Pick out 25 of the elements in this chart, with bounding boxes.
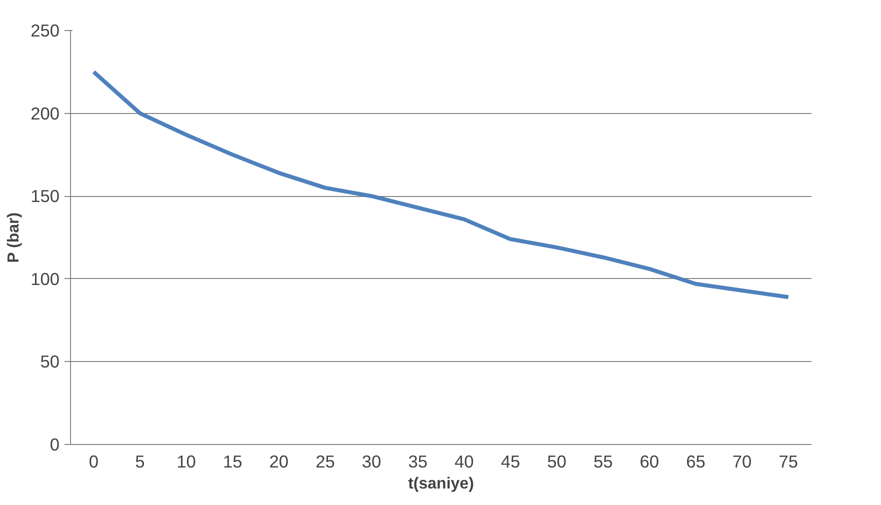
x-tick-label: 35 — [408, 452, 428, 472]
y-tick-label: 0 — [50, 434, 60, 454]
y-axis-title: P (bar) — [6, 212, 23, 263]
x-tick-label: 50 — [547, 452, 566, 472]
y-tick-label: 150 — [30, 186, 60, 206]
x-tick-label: 65 — [686, 452, 706, 472]
x-tick-label: 0 — [88, 452, 98, 472]
x-tick-label: 20 — [269, 452, 289, 472]
line-series — [92, 70, 790, 300]
y-tick-label: 200 — [30, 103, 60, 124]
x-tick-label: 60 — [640, 452, 660, 472]
x-tick-label: 10 — [176, 452, 196, 472]
x-tick-label: 5 — [135, 452, 145, 472]
y-tick-label: 50 — [40, 352, 60, 372]
x-tick-label: 70 — [732, 452, 752, 472]
y-tick-label: 250 — [30, 20, 60, 40]
x-tick-label: 30 — [362, 452, 382, 472]
x-tick-label: 40 — [454, 452, 474, 472]
x-axis-title: t(saniye) — [408, 476, 474, 492]
x-tick-label: 55 — [593, 452, 613, 472]
x-tick-label: 45 — [500, 452, 520, 472]
x-tick-label: 75 — [778, 452, 798, 472]
y-tick-label: 100 — [30, 268, 60, 289]
x-tick-label: 15 — [222, 452, 242, 472]
x-tick-label: 25 — [316, 452, 335, 472]
